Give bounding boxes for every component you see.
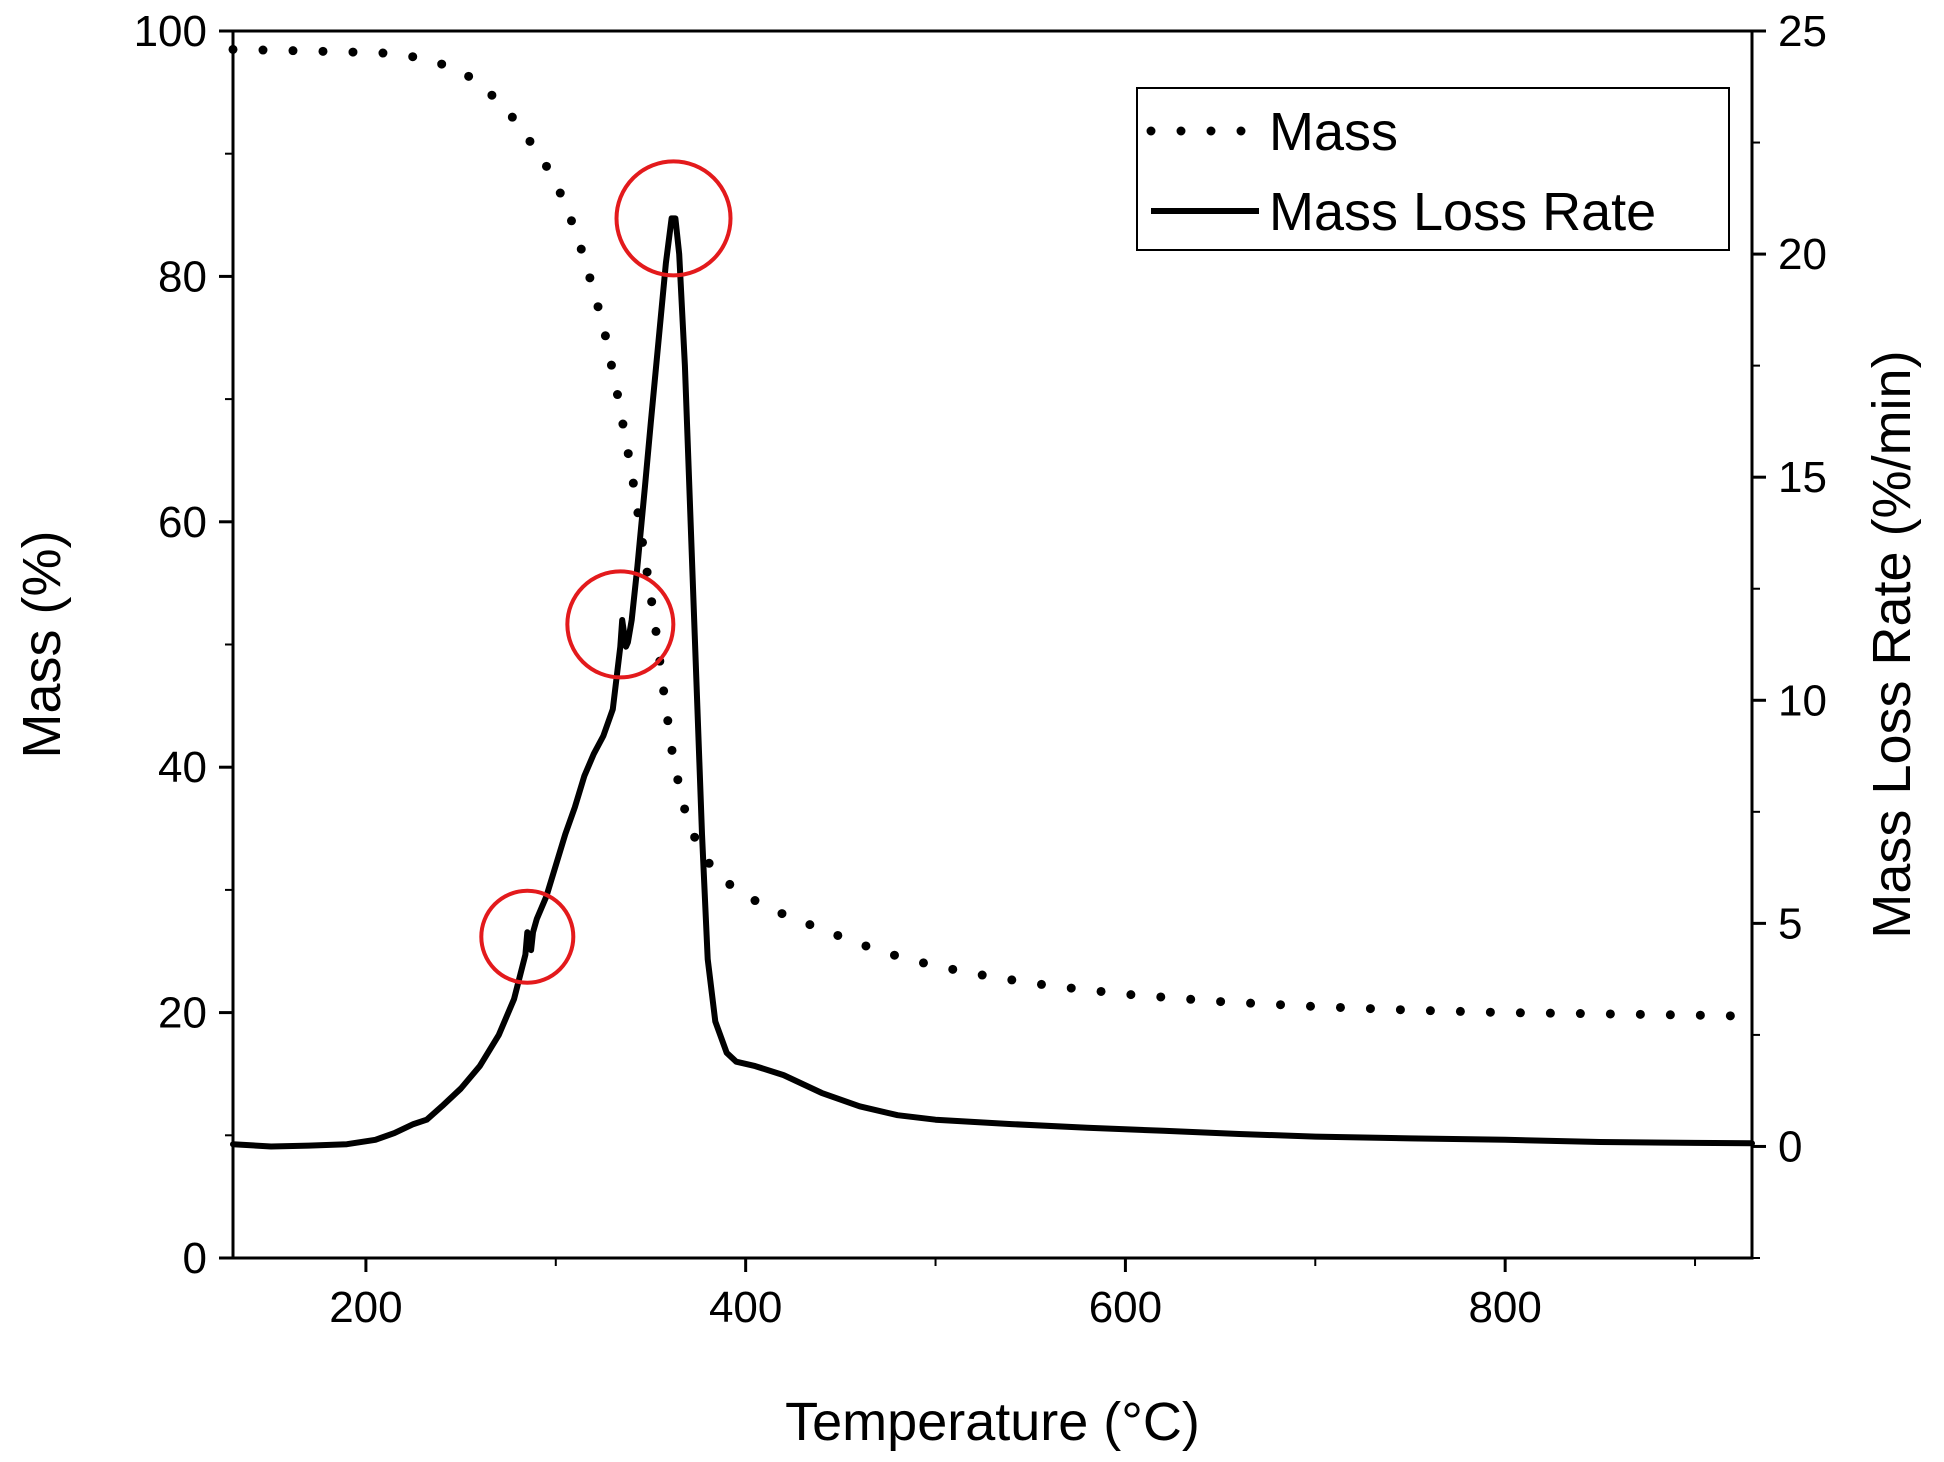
- legend-label: Mass Loss Rate: [1269, 182, 1656, 242]
- y2-axis-title: Mass Loss Rate (%/min): [1862, 350, 1922, 938]
- legend: Mass Mass Loss Rate: [1136, 87, 1730, 251]
- y2-axis-ticks: 0 5 10 15 20 25: [1752, 7, 1827, 1259]
- mass-series-line: [228, 44, 1757, 1021]
- x-tick-label: 200: [329, 1283, 402, 1332]
- highlight-circle: [479, 888, 576, 985]
- series-layer: [228, 44, 1757, 1150]
- y-tick-label: 80: [158, 252, 207, 301]
- y-tick-label: 20: [158, 989, 207, 1038]
- y2-tick-label: 10: [1778, 676, 1827, 725]
- x-tick-label: 600: [1089, 1283, 1162, 1332]
- legend-label: Mass: [1269, 102, 1398, 162]
- x-tick-label: 800: [1468, 1283, 1541, 1332]
- y-axis-title: Mass (%): [12, 531, 72, 759]
- x-axis-title: Temperature (°C): [785, 1392, 1200, 1452]
- y2-tick-label: 15: [1778, 453, 1827, 502]
- y2-tick-label: 20: [1778, 230, 1827, 279]
- y-tick-label: 40: [158, 743, 207, 792]
- y-tick-label: 100: [134, 7, 207, 56]
- y-tick-label: 60: [158, 498, 207, 547]
- y2-tick-label: 5: [1778, 899, 1802, 948]
- y2-tick-label: 0: [1778, 1122, 1802, 1171]
- highlight-circle: [614, 159, 733, 278]
- x-axis-ticks: 200 400 600 800: [329, 1258, 1697, 1332]
- y2-tick-label: 25: [1778, 7, 1827, 56]
- x-tick-label: 400: [709, 1283, 782, 1332]
- mass-loss-rate-series-line: [230, 215, 1755, 1150]
- annotation-layer: [479, 159, 733, 985]
- highlight-circle: [565, 569, 676, 680]
- y-axis-ticks: 0 20 40 60 80 100: [134, 7, 233, 1283]
- legend-box: [1136, 87, 1730, 251]
- y-tick-label: 0: [183, 1234, 207, 1283]
